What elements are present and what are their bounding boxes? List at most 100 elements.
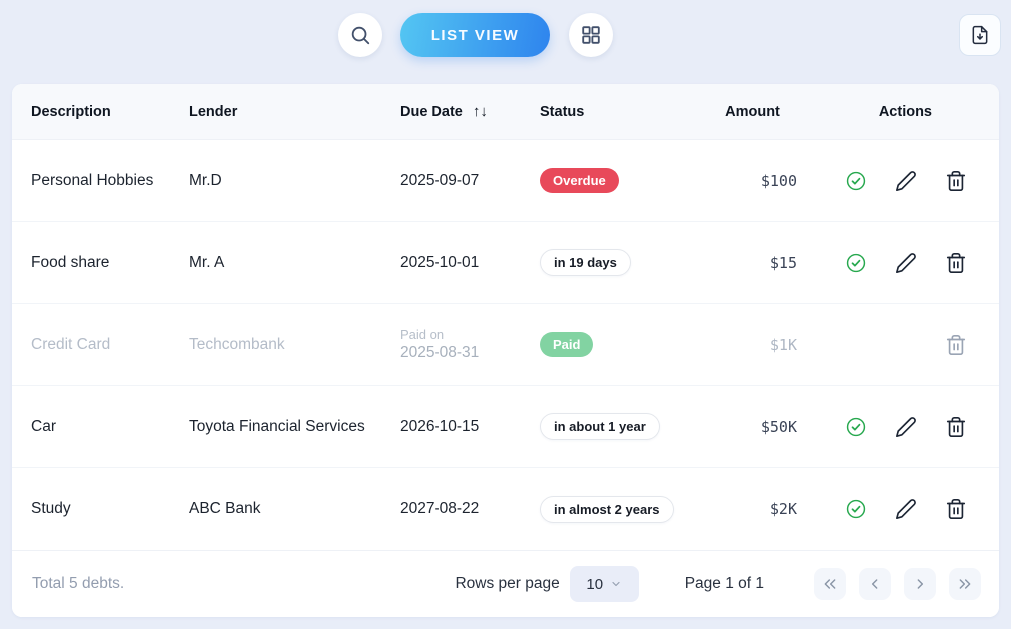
- status-badge: in about 1 year: [540, 413, 660, 440]
- delete-button[interactable]: [944, 415, 968, 439]
- file-download-icon: [970, 25, 990, 45]
- edit-button[interactable]: [894, 169, 918, 193]
- delete-button[interactable]: [944, 497, 968, 521]
- status-cell: Paid: [540, 332, 708, 357]
- header-status: Status: [540, 103, 585, 120]
- next-page-button[interactable]: [904, 568, 936, 600]
- search-button[interactable]: [338, 13, 382, 57]
- table-footer: Total 5 debts. Rows per page 10 Page 1 o…: [12, 550, 999, 617]
- amount-cell: $50K: [760, 417, 797, 436]
- delete-button[interactable]: [944, 251, 968, 275]
- lender-cell: Techcombank: [189, 335, 285, 353]
- rows-per-page-value: 10: [586, 575, 604, 593]
- mark-paid-button[interactable]: [844, 497, 868, 521]
- page-info: Page 1 of 1: [684, 575, 764, 592]
- status-badge: in almost 2 years: [540, 495, 674, 523]
- description-cell: Credit Card: [31, 335, 111, 353]
- table-body: Personal Hobbies Mr.D 2025-09-07 Overdue…: [12, 140, 999, 550]
- status-badge: Paid: [540, 332, 594, 357]
- lender-cell: Mr.D: [189, 171, 222, 189]
- edit-button[interactable]: [894, 415, 918, 439]
- header-amount: Amount: [725, 103, 780, 120]
- prev-page-icon: [867, 576, 883, 592]
- table-row: Personal Hobbies Mr.D 2025-09-07 Overdue…: [12, 140, 999, 222]
- delete-button[interactable]: [944, 169, 968, 193]
- table-row: Food share Mr. A 2025-10-01 in 19 days $…: [12, 222, 999, 304]
- lender-cell: Mr. A: [189, 253, 225, 271]
- due-date-value: 2025-08-31: [400, 344, 480, 361]
- pencil-icon: [895, 252, 917, 274]
- pencil-icon: [895, 416, 917, 438]
- status-badge: in 19 days: [540, 249, 631, 276]
- search-icon: [349, 24, 371, 46]
- description-cell: Study: [31, 500, 71, 517]
- pencil-icon: [895, 498, 917, 520]
- rows-per-page-select[interactable]: 10: [569, 566, 639, 602]
- description-cell: Car: [31, 417, 56, 435]
- last-page-button[interactable]: [949, 568, 981, 600]
- toolbar: LIST VIEW: [0, 0, 1011, 70]
- due-date-cell: 2025-09-07: [400, 172, 540, 190]
- next-page-icon: [912, 576, 928, 592]
- due-date-cell: Paid on 2025-08-31: [400, 327, 540, 362]
- chevron-down-icon: [610, 578, 622, 590]
- delete-button[interactable]: [944, 333, 968, 357]
- grid-view-button[interactable]: [569, 13, 613, 57]
- trash-icon: [945, 252, 967, 274]
- status-cell: Overdue: [540, 168, 708, 193]
- mark-paid-button[interactable]: [844, 169, 868, 193]
- lender-cell: ABC Bank: [189, 500, 261, 517]
- trash-icon: [945, 498, 967, 520]
- due-date-cell: 2027-08-22: [400, 500, 540, 518]
- actions-cell: [797, 333, 999, 357]
- status-badge: Overdue: [540, 168, 619, 193]
- header-due-date: Due Date ↑↓: [400, 103, 488, 120]
- due-date-value: 2026-10-15: [400, 417, 480, 435]
- first-page-icon: [822, 576, 838, 592]
- lender-cell: Toyota Financial Services: [189, 417, 365, 435]
- edit-button[interactable]: [894, 251, 918, 275]
- table-row: Car Toyota Financial Services 2026-10-15…: [12, 386, 999, 468]
- header-actions: Actions: [878, 103, 932, 120]
- mark-paid-button[interactable]: [844, 415, 868, 439]
- due-date-value: 2025-09-07: [400, 171, 480, 189]
- actions-cell: [797, 497, 999, 521]
- header-lender: Lender: [189, 103, 238, 120]
- rows-per-page-label: Rows per page: [455, 575, 560, 592]
- trash-icon: [945, 170, 967, 192]
- amount-cell: $100: [760, 171, 797, 190]
- trash-icon: [945, 416, 967, 438]
- first-page-button[interactable]: [814, 568, 846, 600]
- description-cell: Personal Hobbies: [31, 171, 154, 189]
- mark-paid-button[interactable]: [844, 251, 868, 275]
- due-date-value: 2025-10-01: [400, 253, 480, 271]
- actions-cell: [797, 251, 999, 275]
- sort-due-date-button[interactable]: ↑↓: [472, 103, 488, 120]
- last-page-icon: [957, 576, 973, 592]
- actions-cell: [797, 169, 999, 193]
- table-row: Study ABC Bank 2027-08-22 in almost 2 ye…: [12, 468, 999, 550]
- circle-check-icon: [845, 252, 867, 274]
- pencil-icon: [895, 170, 917, 192]
- paid-on-label: Paid on: [400, 327, 445, 342]
- total-debts-text: Total 5 debts.: [32, 575, 125, 592]
- table-header-row: Description Lender Due Date ↑↓ Status Am…: [12, 84, 999, 140]
- table-row: Credit Card Techcombank Paid on 2025-08-…: [12, 304, 999, 386]
- due-date-value: 2027-08-22: [400, 500, 480, 517]
- status-cell: in 19 days: [540, 249, 708, 276]
- header-description: Description: [31, 103, 111, 120]
- status-cell: in almost 2 years: [540, 495, 708, 523]
- due-date-cell: 2025-10-01: [400, 254, 540, 272]
- list-view-button[interactable]: LIST VIEW: [400, 13, 550, 57]
- edit-button[interactable]: [894, 497, 918, 521]
- circle-check-icon: [845, 170, 867, 192]
- amount-cell: $15: [769, 253, 797, 272]
- trash-icon: [945, 334, 967, 356]
- debts-table: Description Lender Due Date ↑↓ Status Am…: [12, 84, 999, 617]
- export-button[interactable]: [959, 14, 1001, 56]
- pagination: [814, 568, 981, 600]
- grid-icon: [580, 24, 602, 46]
- circle-check-icon: [845, 498, 867, 520]
- prev-page-button[interactable]: [859, 568, 891, 600]
- amount-cell: $1K: [769, 335, 797, 354]
